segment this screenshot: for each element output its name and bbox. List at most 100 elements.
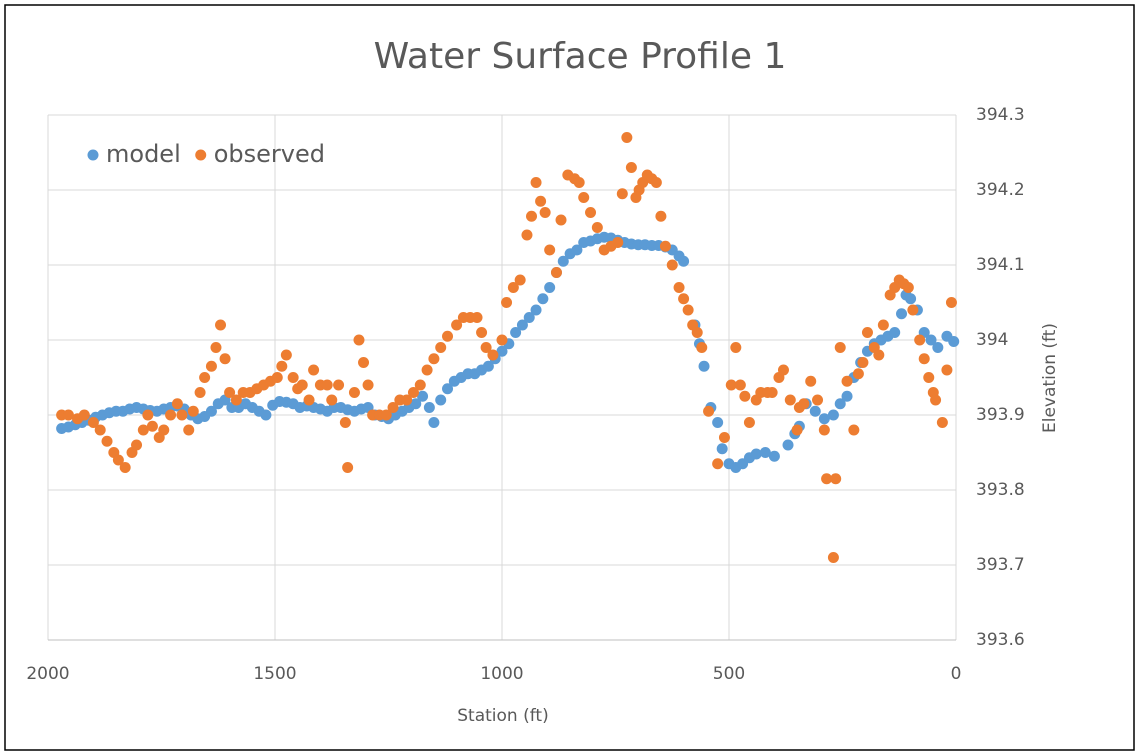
x-tick-label: 0	[951, 664, 962, 684]
point	[380, 409, 392, 421]
point	[362, 379, 374, 391]
point	[791, 424, 803, 436]
x-axis-title: Station (ft)	[457, 706, 548, 726]
point	[296, 379, 308, 391]
point	[616, 188, 628, 200]
point	[142, 409, 154, 421]
point	[205, 360, 217, 372]
point	[421, 364, 433, 376]
y-tick-label: 393.9	[976, 405, 1025, 425]
point	[809, 405, 821, 417]
point	[678, 255, 690, 267]
point	[333, 379, 345, 391]
point	[948, 336, 960, 347]
point	[112, 454, 124, 466]
point	[698, 360, 710, 372]
point	[94, 424, 106, 436]
point	[276, 360, 288, 372]
point	[137, 424, 149, 436]
point	[78, 409, 90, 421]
point	[271, 372, 283, 383]
point	[861, 327, 873, 338]
point	[428, 353, 440, 365]
point	[857, 357, 869, 368]
point	[342, 462, 354, 473]
point	[930, 394, 942, 406]
point	[818, 413, 830, 425]
point	[834, 342, 846, 353]
point	[591, 222, 603, 233]
legend-marker	[87, 149, 99, 161]
point	[655, 210, 667, 222]
point	[555, 214, 567, 226]
point	[841, 390, 853, 402]
point	[625, 162, 637, 173]
point	[730, 342, 742, 353]
point	[544, 244, 556, 256]
point	[348, 387, 360, 398]
point	[818, 424, 830, 436]
point	[537, 293, 549, 305]
point	[696, 342, 708, 353]
point	[750, 448, 762, 460]
point	[907, 304, 919, 316]
point	[514, 274, 526, 286]
point	[573, 177, 585, 188]
point	[932, 342, 944, 353]
point	[194, 387, 206, 398]
point	[925, 334, 937, 346]
point	[224, 387, 236, 398]
point	[941, 364, 953, 376]
point	[521, 229, 533, 241]
point	[585, 207, 597, 218]
point	[841, 375, 853, 387]
point	[659, 240, 671, 252]
point	[326, 394, 338, 406]
point	[557, 255, 569, 267]
point	[889, 327, 901, 338]
y-tick-label: 394.1	[976, 255, 1025, 275]
point	[516, 319, 528, 331]
point	[62, 409, 74, 421]
point	[725, 379, 737, 391]
point	[784, 394, 796, 406]
point	[501, 297, 513, 308]
point	[199, 372, 211, 383]
point	[260, 409, 272, 421]
point	[530, 304, 542, 316]
point	[682, 304, 694, 316]
point	[487, 349, 499, 361]
point	[131, 439, 143, 451]
point	[571, 244, 583, 256]
x-tick-label: 1500	[253, 664, 296, 684]
point	[539, 207, 551, 218]
point	[712, 417, 724, 428]
x-tick-label: 1000	[480, 664, 523, 684]
point	[734, 379, 746, 391]
point	[451, 319, 463, 331]
point	[507, 282, 519, 293]
point	[287, 372, 299, 383]
legend-marker	[195, 149, 207, 161]
point	[798, 398, 810, 410]
point	[410, 398, 422, 410]
point	[812, 394, 824, 406]
point	[777, 364, 789, 376]
chart-title: Water Surface Profile 1	[374, 36, 787, 77]
point	[165, 409, 177, 421]
point	[621, 132, 633, 143]
point	[848, 424, 860, 436]
legend-label: observed	[214, 140, 325, 168]
point	[612, 237, 624, 248]
point	[650, 177, 662, 188]
point	[739, 390, 751, 402]
point	[158, 424, 170, 436]
point	[718, 432, 730, 443]
y-tick-label: 393.6	[976, 630, 1025, 650]
point	[873, 349, 885, 361]
point	[205, 405, 217, 417]
point	[905, 293, 917, 305]
point	[896, 308, 908, 320]
y-tick-label: 394.2	[976, 180, 1025, 200]
